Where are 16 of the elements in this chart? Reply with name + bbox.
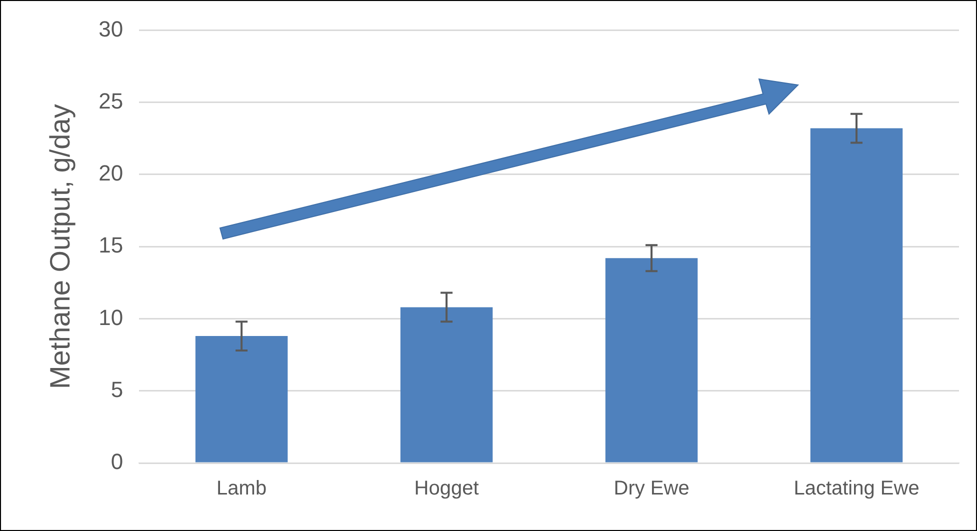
y-tick-label: 5: [110, 376, 124, 402]
y-tick-label: 20: [98, 160, 124, 186]
y-tick-label: 15: [98, 232, 124, 258]
x-tick-label: Lactating Ewe: [794, 478, 920, 500]
bar: [605, 258, 698, 462]
y-tick-label: 10: [98, 304, 124, 330]
y-tick-label: 30: [98, 16, 124, 42]
y-tick-label: 0: [110, 449, 124, 474]
y-axis-title: Methane Output, g/day: [44, 104, 76, 390]
x-tick-label: Hogget: [414, 478, 480, 500]
bar: [400, 307, 493, 462]
x-tick-label: Lamb: [216, 478, 267, 500]
bar: [810, 128, 903, 462]
y-tick-label: 25: [98, 88, 124, 114]
x-tick-label: Dry Ewe: [614, 478, 690, 500]
bar: [195, 336, 288, 462]
